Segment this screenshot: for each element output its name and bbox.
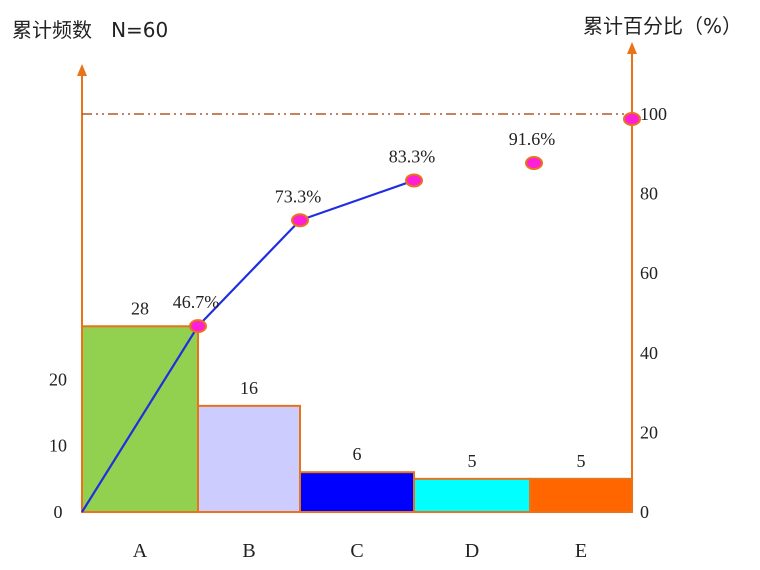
category-label: C xyxy=(350,540,363,562)
cumulative-marker xyxy=(525,156,543,170)
left-axis-arrow xyxy=(77,64,87,76)
cumulative-percent-label: 91.6% xyxy=(509,129,556,149)
bar-C xyxy=(299,471,415,514)
left-axis-title: 累计频数 N=60 xyxy=(12,18,169,42)
bar-E xyxy=(529,477,633,514)
right-axis-title: 累计百分比（%） xyxy=(582,14,742,38)
category-label: B xyxy=(242,540,255,562)
cumulative-marker xyxy=(291,213,309,228)
cumulative-marker xyxy=(405,173,423,188)
left-tick-label: 20 xyxy=(49,369,67,389)
right-tick-label: 40 xyxy=(640,343,658,363)
category-label: E xyxy=(575,540,587,562)
bar-value-label: 6 xyxy=(353,444,362,464)
bar-value-label: 5 xyxy=(577,451,586,471)
labels-layer: 28 A 16 B 6 C 5 D 5 E 0 10 20 0 20 40 60 80 100 46.7% 73.3% 8… xyxy=(49,104,667,562)
cumulative-marker xyxy=(623,112,641,126)
cumulative-percent-line xyxy=(81,179,415,513)
left-tick-label: 10 xyxy=(49,436,67,456)
left-tick-label: 0 xyxy=(54,502,63,522)
bars-layer xyxy=(81,325,633,514)
right-tick-label: 20 xyxy=(640,422,658,442)
right-tick-label: 80 xyxy=(640,184,658,204)
bar-B xyxy=(197,404,301,513)
cumulative-percent-label: 83.3% xyxy=(389,146,436,166)
cumulative-percent-label: 46.7% xyxy=(173,292,220,312)
bar-value-label: 28 xyxy=(131,298,149,318)
bar-value-label: 16 xyxy=(240,378,258,398)
category-label: D xyxy=(465,540,479,562)
right-tick-label: 100 xyxy=(640,104,667,124)
cumulative-line-layer xyxy=(81,112,641,513)
right-tick-label: 60 xyxy=(640,263,658,283)
bar-value-label: 5 xyxy=(468,451,477,471)
cumulative-percent-label: 73.3% xyxy=(275,186,322,206)
cumulative-marker xyxy=(189,319,207,334)
right-tick-label: 0 xyxy=(640,502,649,522)
right-axis-arrow xyxy=(627,42,637,54)
bar-D xyxy=(413,477,531,514)
category-label: A xyxy=(133,540,148,562)
